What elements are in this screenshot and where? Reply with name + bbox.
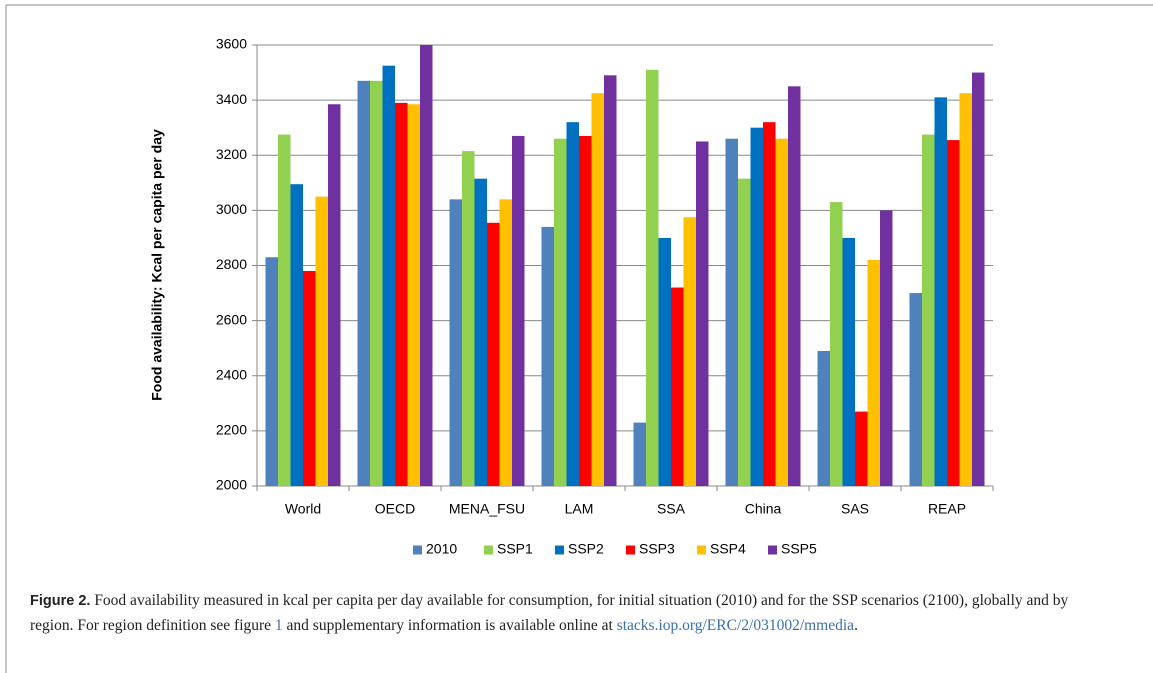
link[interactable]: stacks.iop.org/ERC/2/031002/mmedia <box>616 616 855 634</box>
legend-marker <box>768 545 777 555</box>
bar <box>738 178 751 486</box>
x-tick-label: SSA <box>657 501 686 517</box>
frame-left-lower <box>5 573 7 673</box>
y-axis-label: Food availability: Kcal per capita per d… <box>149 129 165 401</box>
bar <box>947 140 960 486</box>
bar <box>487 222 500 486</box>
caption-text: and supplementary information is availab… <box>282 616 617 634</box>
legend-label: SSP1 <box>497 541 533 557</box>
legend-marker <box>484 545 493 555</box>
chart: Food availability: Kcal per capita per d… <box>5 4 1153 580</box>
bar <box>420 45 433 486</box>
bar <box>633 422 646 486</box>
y-tick-label: 3600 <box>216 36 247 52</box>
bar <box>855 411 868 486</box>
caption-text: . <box>854 616 858 634</box>
bar <box>959 93 972 486</box>
legend-label: 2010 <box>426 541 457 557</box>
bar <box>395 102 408 486</box>
bar <box>554 138 567 486</box>
bar <box>462 151 475 486</box>
bar <box>278 134 291 486</box>
bar <box>290 184 303 487</box>
bar <box>646 69 659 487</box>
bar <box>382 65 395 486</box>
bar <box>972 72 985 486</box>
bar <box>922 134 935 486</box>
bar <box>696 141 709 486</box>
bar <box>867 259 880 486</box>
legend-label: SSP5 <box>781 541 817 557</box>
bar <box>265 257 278 486</box>
x-tick-label: China <box>745 501 782 517</box>
x-tick-label: REAP <box>928 501 966 517</box>
bar <box>604 75 617 486</box>
bar <box>579 135 592 487</box>
y-tick-label: 2800 <box>216 256 247 272</box>
bar <box>591 93 604 486</box>
bar <box>407 104 420 487</box>
bar <box>842 237 855 486</box>
bar <box>750 127 763 486</box>
x-tick-label: OECD <box>375 501 415 517</box>
caption-text: Food availability measured in kcal per c… <box>30 592 1069 634</box>
y-tick-label: 3000 <box>216 201 247 217</box>
bar <box>775 138 788 486</box>
legend-marker <box>697 545 706 555</box>
bar <box>303 271 316 486</box>
y-tick-label: 2000 <box>216 477 247 493</box>
x-tick-label: SAS <box>841 501 869 517</box>
legend-marker <box>413 545 422 555</box>
bar <box>658 237 671 486</box>
bar <box>671 287 684 486</box>
bar <box>499 199 512 486</box>
caption-label: Figure 2. <box>30 593 91 609</box>
bar <box>328 104 341 487</box>
bar <box>541 226 554 486</box>
bar <box>512 135 525 487</box>
bar <box>566 122 579 487</box>
legend-label: SSP2 <box>568 541 604 557</box>
bar <box>370 80 383 487</box>
y-tick-label: 2400 <box>216 366 247 382</box>
bar <box>830 202 843 486</box>
y-tick-label: 3400 <box>216 91 247 107</box>
bar <box>880 210 893 486</box>
x-tick-label: World <box>285 501 321 517</box>
x-tick-label: MENA_FSU <box>449 501 525 517</box>
legend-marker <box>626 545 635 555</box>
figure-ref[interactable]: 1 <box>274 616 283 634</box>
legend-label: SSP4 <box>710 541 746 557</box>
bar <box>474 178 487 486</box>
bar <box>357 80 370 487</box>
bar <box>763 122 776 487</box>
y-tick-label: 2200 <box>216 422 247 438</box>
legend-marker <box>555 545 564 555</box>
y-tick-label: 2600 <box>216 311 247 327</box>
legend-label: SSP3 <box>639 541 675 557</box>
bar <box>817 350 830 486</box>
bar <box>683 217 696 486</box>
bar <box>449 199 462 486</box>
bar <box>934 97 947 487</box>
bar <box>788 86 801 486</box>
bar <box>909 293 922 486</box>
caption: Figure 2. Food availability measured in … <box>30 589 1105 637</box>
y-tick-label: 3200 <box>216 146 247 162</box>
bar <box>315 196 328 486</box>
x-tick-label: LAM <box>565 501 594 517</box>
bar <box>725 138 738 486</box>
